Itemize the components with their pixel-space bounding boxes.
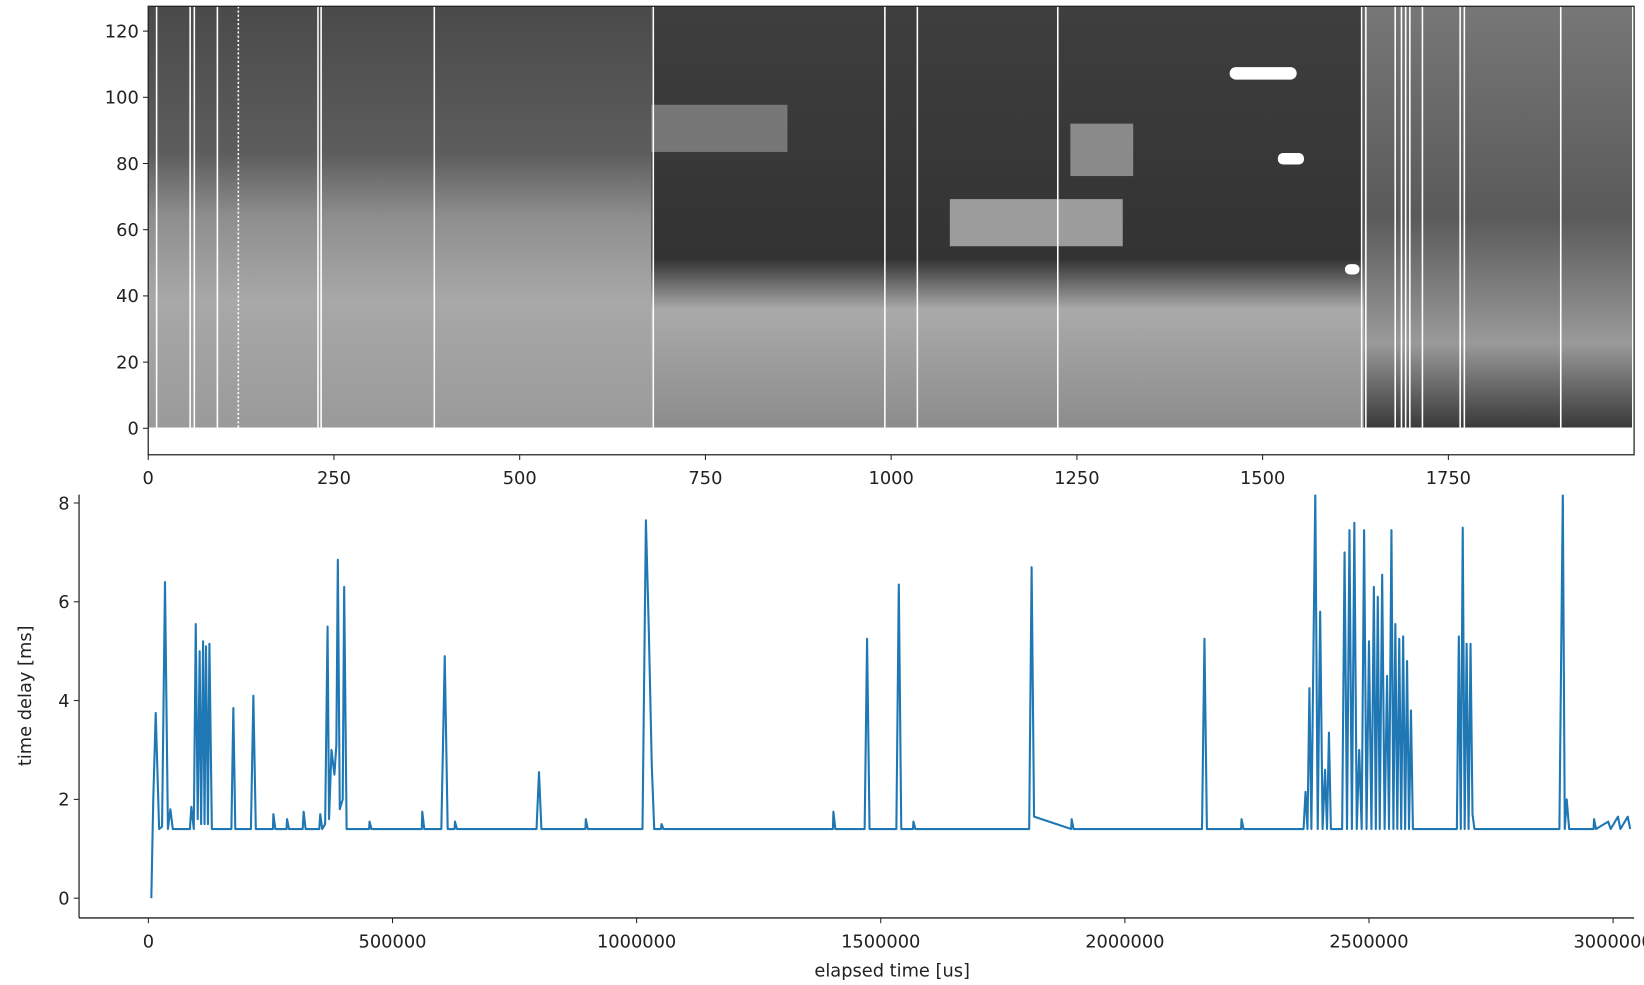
y-tick-label: 6: [58, 592, 69, 613]
x-tick-label: 2500000: [1329, 931, 1408, 952]
x-tick-label: 1250: [1054, 468, 1099, 489]
image: [148, 6, 1633, 428]
x-tick-label: 2000000: [1085, 931, 1164, 952]
y-tick-label: 0: [58, 888, 69, 909]
y-tick-label: 0: [127, 419, 138, 440]
y-tick-label: 8: [58, 493, 69, 514]
x-tick-label: 1500000: [841, 931, 920, 952]
x-tick-label: 1500: [1240, 468, 1285, 489]
y-tick-label: 100: [105, 88, 139, 109]
y-tick-label: 80: [116, 154, 139, 175]
x-tick-label: 750: [688, 468, 722, 489]
x-tick-label: 0: [143, 931, 154, 952]
y-tick-label: 40: [116, 286, 139, 307]
x-tick-label: 1000: [869, 468, 914, 489]
y-tick-label: 4: [58, 691, 69, 712]
y-tick-label: 20: [116, 352, 139, 373]
data-line: [150, 494, 1632, 899]
x-tick-label: 250: [317, 468, 351, 489]
y-tick-label: 120: [105, 21, 139, 42]
y-tick-label: 2: [58, 790, 69, 811]
x-tick-label: 500000: [359, 931, 427, 952]
x-axis-label: elapsed time [us]: [814, 961, 970, 982]
plot-area: [150, 494, 1632, 899]
x-tick-label: 500: [503, 468, 537, 489]
x-tick-label: 1000000: [597, 931, 676, 952]
y-tick-label: 60: [116, 220, 139, 241]
x-tick-label: 1750: [1426, 468, 1471, 489]
x-tick-label: 0: [143, 468, 154, 489]
y-axis-label: time delay [ms]: [15, 625, 36, 766]
